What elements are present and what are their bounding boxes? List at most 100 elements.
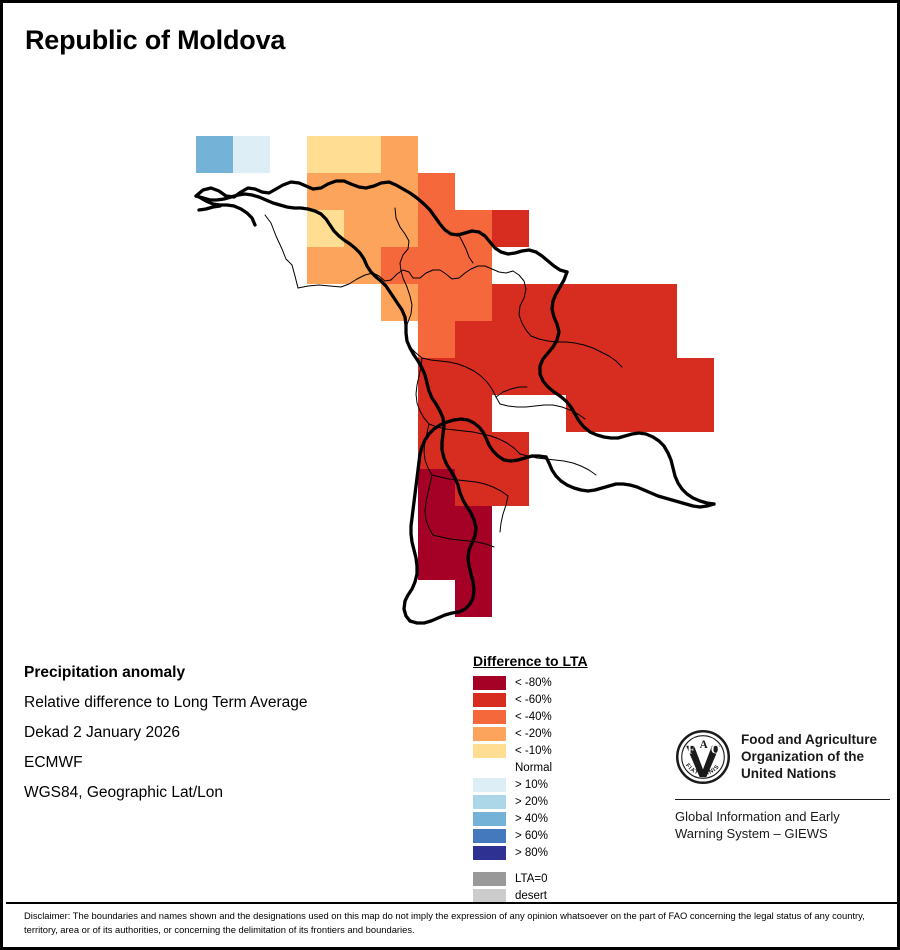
- anomaly-cell: [603, 395, 640, 432]
- map-caption-block: Precipitation anomaly Relative differenc…: [24, 658, 444, 808]
- anomaly-cell: [418, 506, 455, 543]
- legend-item-row: > 60%: [473, 827, 653, 844]
- disclaimer-text: Disclaimer: The boundaries and names sho…: [24, 910, 865, 935]
- anomaly-cell: [381, 173, 418, 210]
- legend-item-swatch: [473, 761, 506, 775]
- fao-header: F A O FIAT PANIS Food and Agriculture Or…: [675, 729, 890, 790]
- anomaly-cell: [529, 358, 566, 395]
- legend-item-swatch: [473, 794, 506, 809]
- anomaly-cell: [640, 284, 677, 321]
- anomaly-cell: [381, 210, 418, 247]
- anomaly-cell: [418, 210, 455, 247]
- legend-item-swatch: [473, 777, 506, 792]
- anomaly-cell: [344, 136, 381, 173]
- anomaly-cell: [492, 284, 529, 321]
- anomaly-cell: [381, 136, 418, 173]
- fao-branding: F A O FIAT PANIS Food and Agriculture Or…: [675, 729, 890, 842]
- anomaly-cell: [418, 358, 455, 395]
- legend-item-row: < -20%: [473, 725, 653, 742]
- legend-extra-items: LTA=0 desert: [473, 870, 653, 904]
- caption-line-period: Dekad 2 January 2026: [24, 724, 180, 741]
- legend-item-swatch: [473, 828, 506, 843]
- giews-line-1: Global Information and Early: [675, 809, 840, 824]
- fao-logo-icon: F A O FIAT PANIS: [675, 729, 731, 785]
- anomaly-cell: [418, 543, 455, 580]
- anomaly-cell: [196, 136, 233, 173]
- anomaly-cell: [381, 247, 418, 284]
- anomaly-cell: [455, 321, 492, 358]
- svg-text:F: F: [687, 743, 695, 757]
- legend-item-row: > 80%: [473, 844, 653, 861]
- legend-spacer: [473, 861, 653, 870]
- giews-name: Global Information and Early Warning Sys…: [675, 808, 890, 842]
- legend-extra-item-label: LTA=0: [515, 872, 548, 885]
- legend-item-label: > 10%: [515, 778, 548, 791]
- anomaly-cell: [566, 358, 603, 395]
- legend-item-label: < -80%: [515, 676, 552, 689]
- caption-line-title: Precipitation anomaly: [24, 664, 186, 681]
- anomaly-cell: [455, 395, 492, 432]
- anomaly-cell: [566, 284, 603, 321]
- anomaly-cell: [492, 469, 529, 506]
- anomaly-cell: [677, 395, 714, 432]
- legend-item-swatch: [473, 692, 506, 707]
- anomaly-cell: [677, 358, 714, 395]
- legend-item-row: Normal: [473, 759, 653, 776]
- fao-logo: F A O FIAT PANIS: [675, 729, 731, 790]
- legend-item-row: < -80%: [473, 674, 653, 691]
- anomaly-cell: [603, 358, 640, 395]
- legend-item-label: < -10%: [515, 744, 552, 757]
- anomaly-cell: [455, 543, 492, 580]
- legend-item-label: < -20%: [515, 727, 552, 740]
- svg-text:O: O: [711, 743, 721, 757]
- legend-item-label: < -60%: [515, 693, 552, 706]
- anomaly-cell: [566, 321, 603, 358]
- anomaly-cell: [307, 247, 344, 284]
- anomaly-cell: [492, 321, 529, 358]
- legend-item-label: Normal: [515, 761, 553, 774]
- caption-line-subtitle: Relative difference to Long Term Average: [24, 694, 308, 711]
- legend-item-swatch: [473, 726, 506, 741]
- anomaly-cell: [603, 284, 640, 321]
- anomaly-cell: [307, 136, 344, 173]
- fao-organization-name: Food and Agriculture Organization of the…: [741, 729, 877, 782]
- legend-item-row: < -40%: [473, 708, 653, 725]
- legend-item-label: > 60%: [515, 829, 548, 842]
- legend-extra-item-swatch: [473, 888, 506, 903]
- fao-org-line-2: Organization of the: [741, 749, 864, 764]
- national-boundary: [194, 179, 716, 625]
- legend-item-row: > 10%: [473, 776, 653, 793]
- legend-items: < -80% < -60% < -40% < -20% < -10% Normal > 10…: [473, 674, 653, 861]
- anomaly-grid-cells: [196, 136, 714, 617]
- caption-line-source: ECMWF: [24, 754, 83, 771]
- anomaly-cell: [455, 247, 492, 284]
- anomaly-cell: [640, 321, 677, 358]
- legend-item-label: > 80%: [515, 846, 548, 859]
- legend-item-row: > 20%: [473, 793, 653, 810]
- fao-org-line-3: United Nations: [741, 766, 837, 781]
- anomaly-cell: [640, 395, 677, 432]
- legend-extra-item-label: desert: [515, 889, 547, 902]
- anomaly-cell: [455, 358, 492, 395]
- legend-extra-item-row: desert: [473, 887, 653, 904]
- giews-line-2: Warning System – GIEWS: [675, 826, 828, 841]
- legend-item-swatch: [473, 675, 506, 690]
- anomaly-cell: [455, 469, 492, 506]
- choropleth-map: [3, 73, 897, 633]
- map-canvas: [194, 136, 716, 625]
- anomaly-cell: [418, 247, 455, 284]
- anomaly-cell: [307, 173, 344, 210]
- anomaly-cell: [418, 321, 455, 358]
- anomaly-cell: [455, 284, 492, 321]
- anomaly-cell: [344, 210, 381, 247]
- legend-extra-item-swatch: [473, 871, 506, 886]
- anomaly-cell: [529, 284, 566, 321]
- anomaly-cell: [455, 210, 492, 247]
- legend-item-row: < -10%: [473, 742, 653, 759]
- anomaly-cell: [418, 284, 455, 321]
- caption-line-projection: WGS84, Geographic Lat/Lon: [24, 784, 224, 801]
- anomaly-cell: [603, 321, 640, 358]
- anomaly-cell: [418, 469, 455, 506]
- anomaly-cell: [344, 173, 381, 210]
